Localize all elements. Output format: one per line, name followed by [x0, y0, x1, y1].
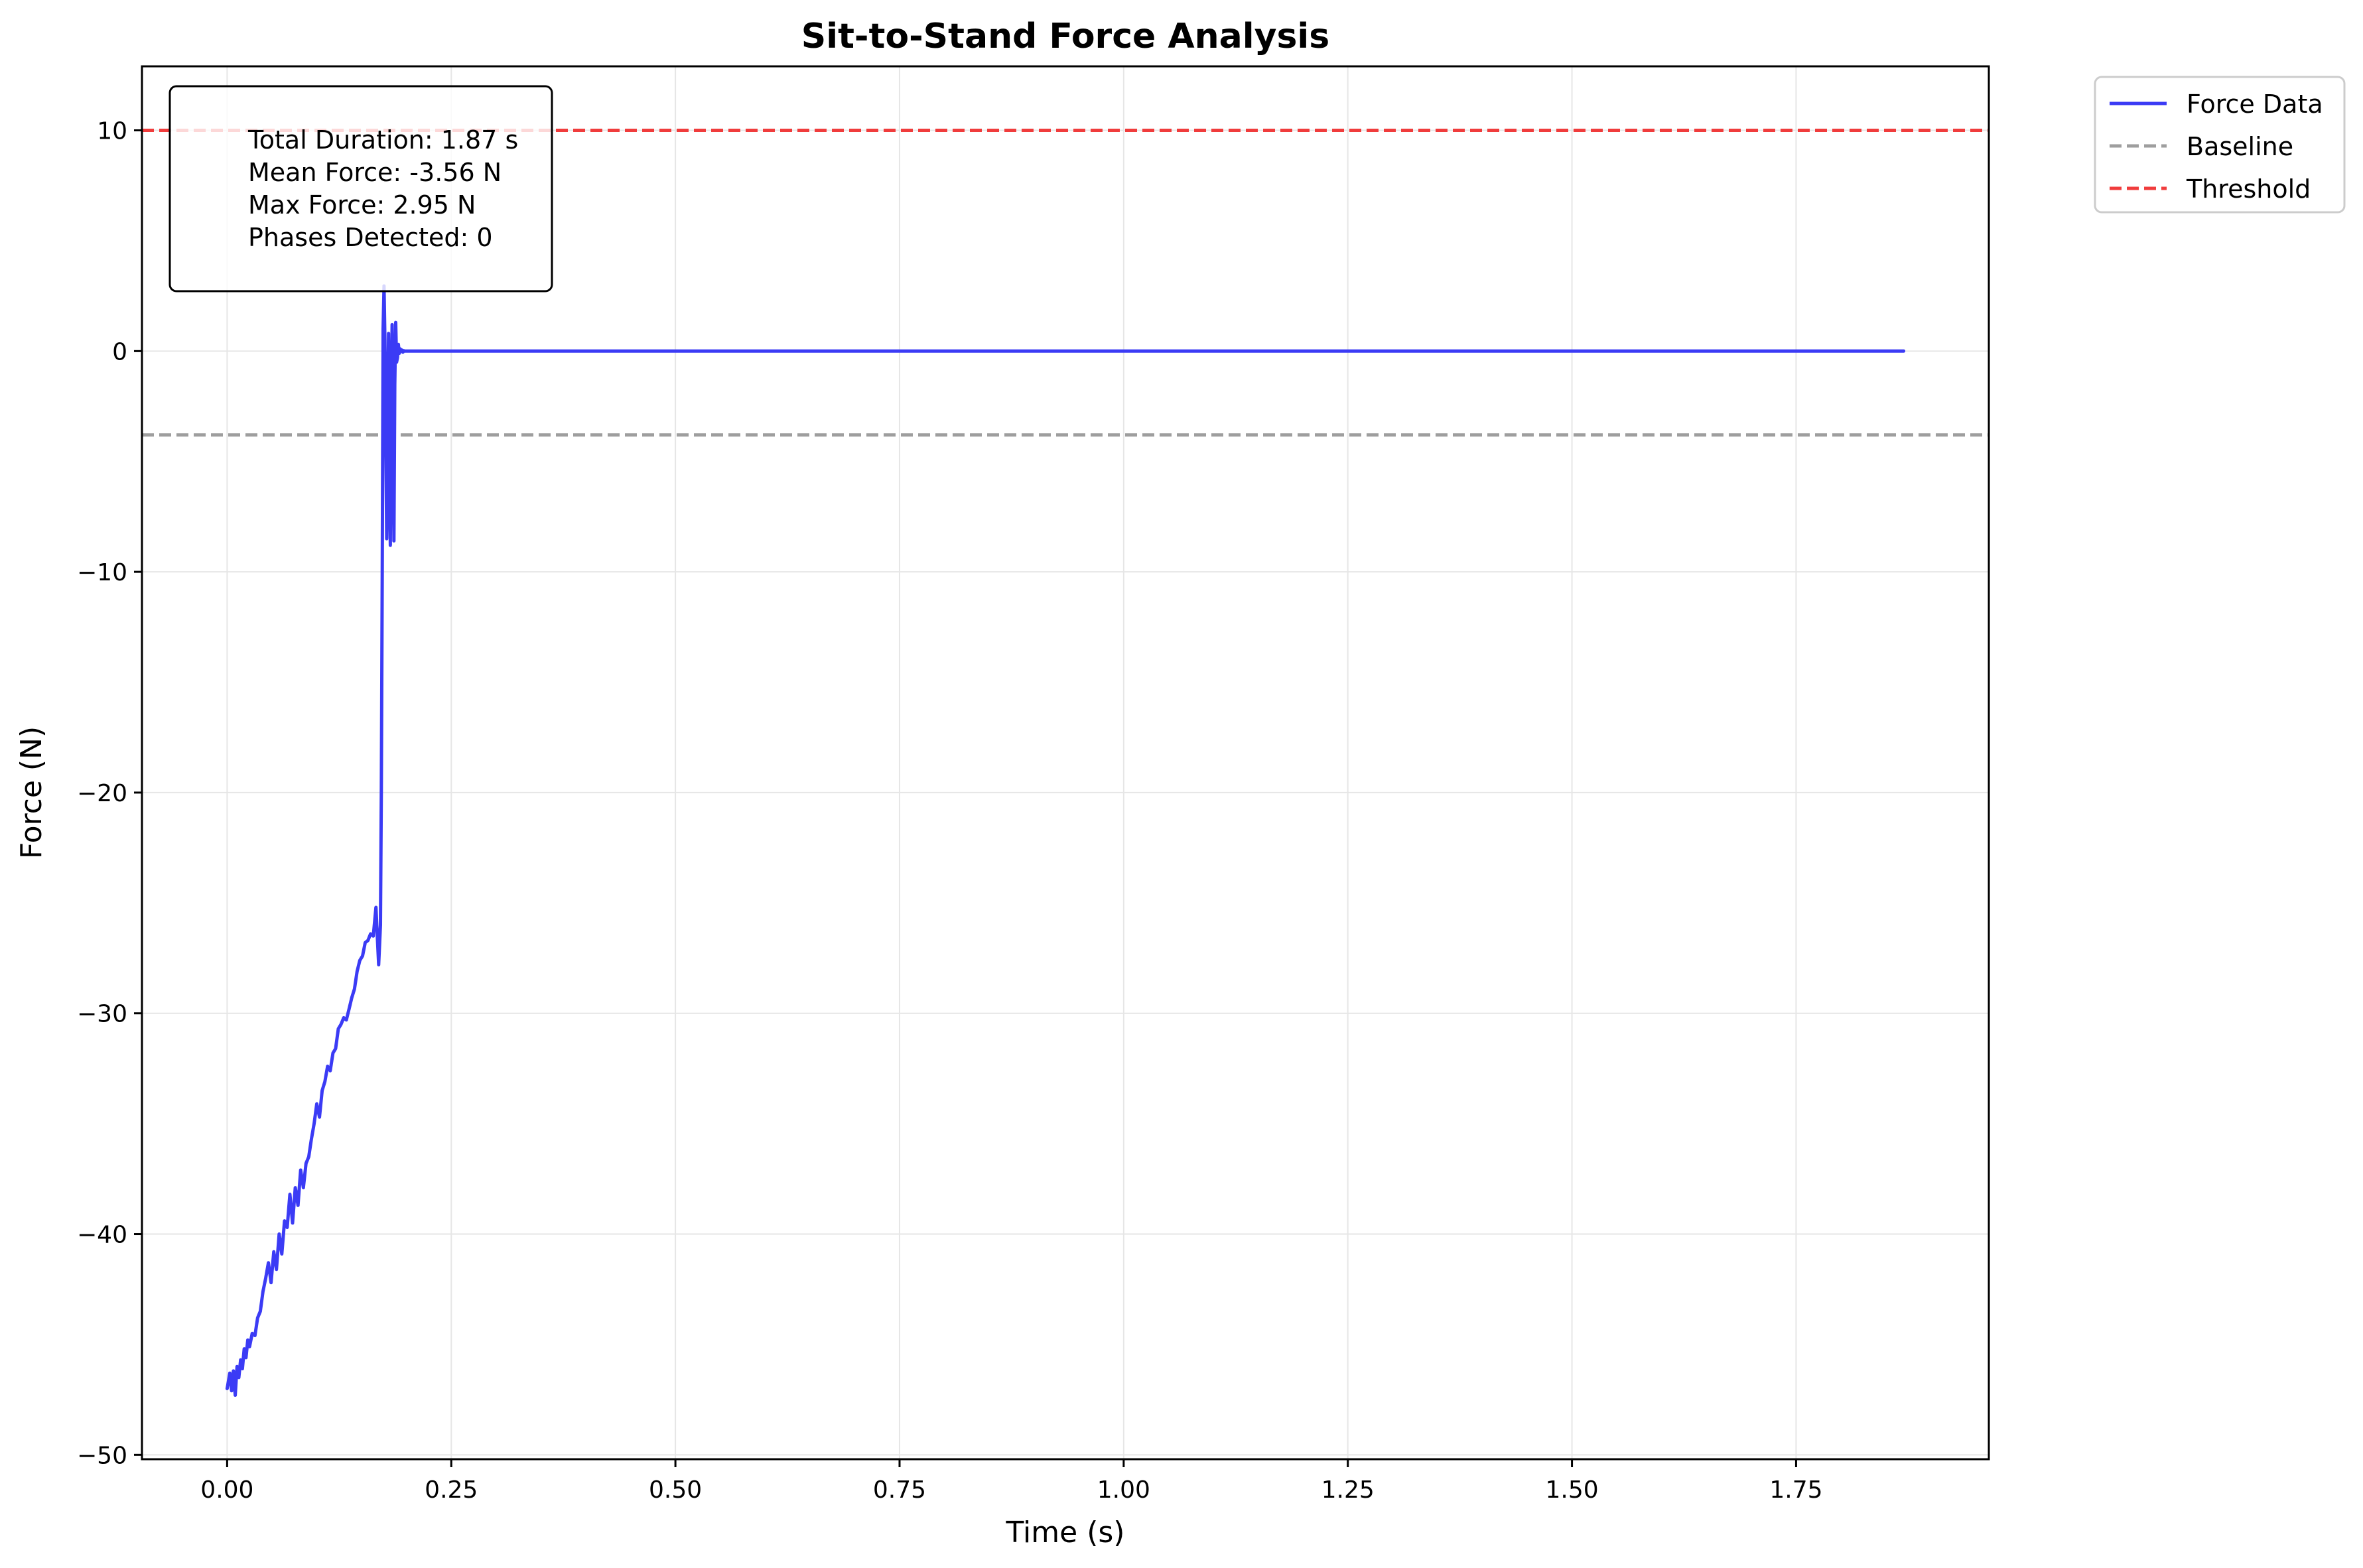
x-tick-label: 1.00 — [1097, 1476, 1150, 1504]
stats-mean-force: Mean Force: -3.56 N — [248, 158, 502, 187]
y-axis-label: Force (N) — [15, 726, 48, 859]
stats-max-force: Max Force: 2.95 N — [248, 190, 476, 220]
stats-phases-detected: Phases Detected: 0 — [248, 223, 493, 252]
y-tick-label: −20 — [77, 780, 127, 807]
legend-label-threshold: Threshold — [2186, 174, 2311, 204]
y-tick-label: −10 — [77, 559, 127, 586]
x-tick-label: 1.25 — [1321, 1476, 1375, 1504]
y-tick-label: −40 — [77, 1222, 127, 1249]
y-tick-label: −30 — [77, 1001, 127, 1028]
stats-box: Total Duration: 1.87 s Mean Force: -3.56… — [169, 85, 553, 293]
x-tick-label: 0.25 — [425, 1476, 478, 1504]
legend-label-baseline: Baseline — [2187, 132, 2293, 161]
x-axis-label: Time (s) — [1006, 1516, 1125, 1549]
x-tick-label: 1.75 — [1769, 1476, 1822, 1504]
plot-frame — [141, 65, 1990, 1461]
legend: Force Data Baseline Threshold — [2094, 76, 2346, 214]
y-tick-label: −50 — [77, 1442, 127, 1469]
legend-label-force-data: Force Data — [2187, 90, 2323, 119]
y-tick-label: 0 — [112, 338, 127, 365]
reference-lines — [142, 129, 1989, 437]
series-line-force-data — [225, 284, 1906, 1397]
legend-frame — [2094, 76, 2346, 214]
stats-total-duration: Total Duration: 1.87 s — [247, 125, 518, 155]
axis-ticks: 0.00 0.25 0.50 0.75 1.00 1.25 1.50 1.75 −50 −40 −3… — [77, 118, 1822, 1504]
stats-box-frame — [169, 85, 553, 293]
y-tick-label: 10 — [97, 118, 127, 145]
chart-title: Sit-to-Stand Force Analysis — [801, 17, 1329, 56]
x-tick-label: 0.75 — [873, 1476, 926, 1504]
series-lines — [225, 284, 1906, 1397]
x-tick-label: 1.50 — [1545, 1476, 1598, 1504]
x-tick-label: 0.00 — [200, 1476, 253, 1504]
x-tick-label: 0.50 — [649, 1476, 702, 1504]
